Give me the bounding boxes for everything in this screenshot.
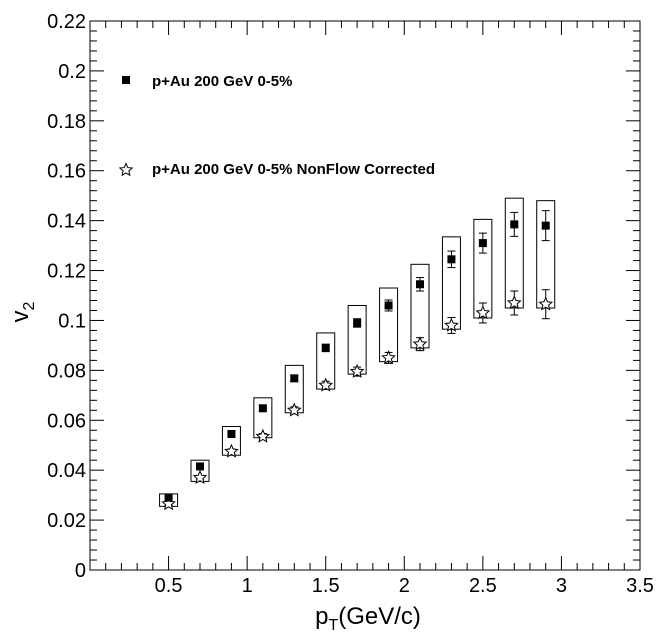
square-point bbox=[478, 239, 487, 248]
y-tick-label: 0.22 bbox=[47, 11, 86, 33]
x-tick-label: 3.5 bbox=[626, 575, 654, 597]
y-tick-label: 0.16 bbox=[47, 161, 86, 183]
x-axis-title: pT(GeV/c) bbox=[315, 603, 421, 634]
y-tick-label: 0.06 bbox=[47, 410, 86, 432]
star-point bbox=[349, 363, 365, 378]
systematic-box bbox=[221, 426, 241, 456]
x-tick-label: 3 bbox=[556, 575, 567, 597]
x-tick-label: 2 bbox=[399, 575, 410, 597]
legend-label-series-2: p+Au 200 GeV 0-5% NonFlow Corrected bbox=[152, 161, 435, 178]
square-point bbox=[258, 404, 267, 413]
star-point bbox=[318, 377, 334, 392]
y-tick-label: 0.18 bbox=[47, 111, 86, 133]
x-tick-label: 0.5 bbox=[155, 575, 183, 597]
systematic-box bbox=[190, 459, 210, 482]
legend-label-series-1: p+Au 200 GeV 0-5% bbox=[152, 73, 292, 90]
star-point bbox=[255, 428, 271, 443]
systematic-box bbox=[410, 263, 430, 349]
y-tick-label: 0.02 bbox=[47, 510, 86, 532]
star-point bbox=[161, 496, 176, 511]
square-point bbox=[196, 462, 204, 471]
star-point bbox=[412, 336, 428, 351]
systematic-box bbox=[347, 304, 367, 375]
y-tick-label: 0.04 bbox=[47, 460, 86, 482]
square-point bbox=[541, 221, 550, 230]
square-point bbox=[447, 255, 456, 264]
y-tick-label: 0.08 bbox=[47, 360, 86, 382]
star-point bbox=[475, 305, 491, 320]
y-tick-label: 0.14 bbox=[47, 211, 86, 233]
star-point bbox=[381, 350, 396, 365]
square-point bbox=[384, 301, 393, 310]
star-point bbox=[538, 296, 554, 311]
star-point bbox=[444, 317, 459, 332]
square-point bbox=[353, 318, 362, 327]
y-axis-title: v2 bbox=[7, 301, 38, 322]
star-point bbox=[192, 469, 208, 484]
x-tick-label: 1 bbox=[242, 575, 253, 597]
square-point bbox=[321, 343, 330, 352]
y-tick-label: 0 bbox=[75, 560, 86, 582]
plot-frame bbox=[89, 20, 641, 571]
square-point bbox=[290, 374, 299, 383]
legend-star-marker bbox=[118, 162, 134, 177]
legend-square-marker bbox=[122, 76, 130, 84]
square-point bbox=[164, 493, 173, 502]
star-point bbox=[224, 443, 239, 458]
square-point bbox=[416, 280, 424, 289]
star-point bbox=[506, 295, 522, 310]
x-tick-label: 1.5 bbox=[312, 575, 340, 597]
x-tick-label: 2.5 bbox=[469, 575, 497, 597]
star-point bbox=[286, 402, 302, 417]
y-tick-label: 0.2 bbox=[58, 61, 86, 83]
square-point bbox=[510, 220, 519, 229]
y-tick-label: 0.1 bbox=[58, 310, 86, 332]
y-tick-label: 0.12 bbox=[47, 261, 86, 283]
square-point bbox=[227, 429, 236, 438]
